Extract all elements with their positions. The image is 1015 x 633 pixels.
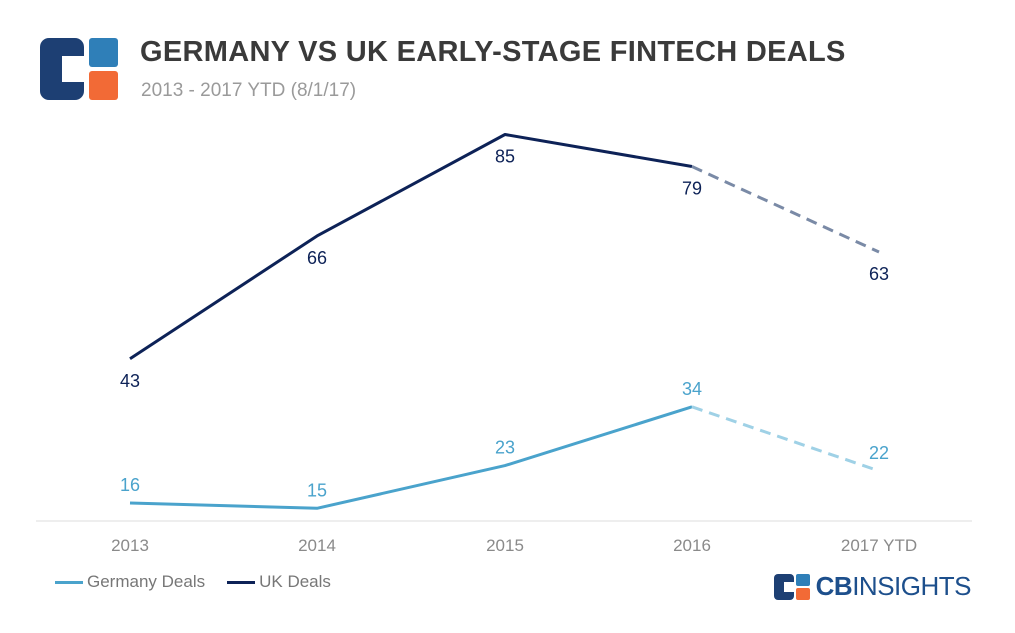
x-tick-label: 2017 YTD bbox=[841, 536, 917, 555]
data-label: 66 bbox=[307, 248, 327, 268]
cb-insights-brand: CBINSIGHTS bbox=[773, 571, 972, 602]
x-tick-label: 2015 bbox=[486, 536, 524, 555]
data-label: 85 bbox=[495, 147, 515, 167]
data-label: 43 bbox=[120, 371, 140, 391]
series-line-projected-germany bbox=[691, 405, 880, 473]
chart-title: GERMANY VS UK EARLY-STAGE FINTECH DEALS bbox=[140, 36, 846, 68]
data-label: 22 bbox=[869, 443, 889, 463]
legend-swatch-uk bbox=[227, 580, 256, 584]
data-label: 23 bbox=[495, 438, 515, 458]
legend-label-uk: UK Deals bbox=[259, 572, 331, 591]
series-line-germany bbox=[129, 405, 693, 510]
data-label: 34 bbox=[682, 379, 702, 399]
data-label: 16 bbox=[120, 475, 140, 495]
series-line-uk bbox=[129, 133, 693, 361]
cb-insights-logo-icon bbox=[40, 38, 118, 100]
series-line-projected-uk bbox=[691, 165, 880, 254]
legend-item-uk: UK Deals bbox=[227, 572, 331, 592]
data-label: 63 bbox=[869, 264, 889, 284]
chart-subtitle: 2013 - 2017 YTD (8/1/17) bbox=[141, 80, 357, 101]
legend-item-germany: Germany Deals bbox=[55, 572, 205, 592]
chart-legend: Germany Deals UK Deals bbox=[55, 572, 331, 592]
x-tick-label: 2016 bbox=[673, 536, 711, 555]
brand-name-light: INSIGHTS bbox=[852, 571, 971, 601]
legend-label-germany: Germany Deals bbox=[87, 572, 206, 591]
legend-swatch-germany bbox=[55, 580, 83, 584]
data-label: 79 bbox=[682, 179, 702, 199]
brand-name-bold: CB bbox=[815, 571, 853, 601]
x-tick-label: 2013 bbox=[111, 536, 149, 555]
x-tick-label: 2014 bbox=[298, 536, 336, 555]
data-label: 15 bbox=[307, 480, 327, 500]
brand-wordmark: CBINSIGHTS bbox=[815, 571, 972, 602]
cb-insights-brand-icon bbox=[773, 573, 810, 600]
